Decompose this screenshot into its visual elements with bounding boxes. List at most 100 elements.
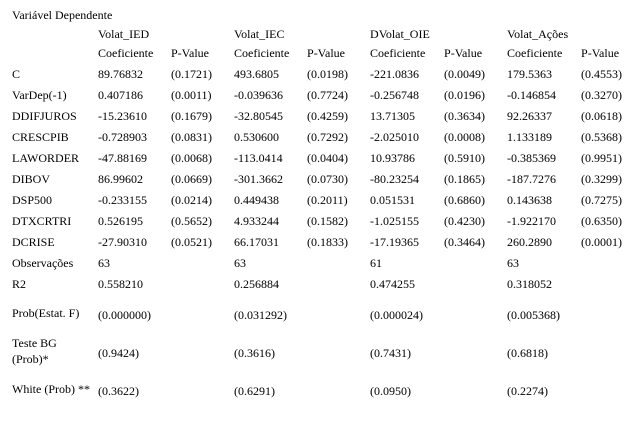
row-label: LAWORDER [12, 150, 80, 165]
coef-cell: -47.88169 [98, 150, 147, 165]
row-label: DDIFJUROS [12, 108, 77, 123]
stat-value: 0.558210 [98, 276, 143, 291]
stat-value: (0.9424) [98, 346, 139, 360]
stat-value: 63 [507, 255, 520, 270]
stat-value: (0.031292) [234, 308, 288, 322]
coef-cell: 13.71305 [370, 108, 416, 123]
pvalue-cell: (0.5652) [171, 213, 212, 228]
coef-cell: -113.0414 [234, 150, 283, 165]
coef-cell: 0.051531 [370, 192, 416, 207]
row-label: DIBOV [12, 171, 50, 186]
coef-cell: 10.93786 [370, 150, 416, 165]
coef-cell: -0.385369 [507, 150, 557, 165]
subheader-row: Coeficiente P-Value Coeficiente P-Value … [9, 43, 639, 63]
table-row: DTXCRTRI 0.526195 (0.5652) 4.933244 (0.1… [9, 210, 639, 231]
stat-value: 63 [98, 255, 110, 270]
coef-cell: 86.99602 [98, 171, 143, 186]
coef-cell: -1.025155 [370, 213, 420, 228]
coef-cell: 4.933244 [234, 213, 280, 228]
subheader-coef: Coeficiente [234, 46, 290, 60]
pvalue-cell: (0.4230) [444, 213, 486, 228]
coef-cell: 0.526195 [98, 213, 143, 228]
pvalue-cell: (0.9951) [581, 150, 623, 165]
model-name-dvolat-oie: DVolat_OIE [370, 27, 430, 41]
stat-value: (0.6291) [234, 384, 276, 398]
coef-cell: -0.233155 [98, 192, 147, 207]
subheader-coef: Coeficiente [370, 46, 426, 60]
model-name-volat-ied: Volat_IED [98, 27, 150, 41]
coef-cell: -0.256748 [370, 87, 420, 102]
stat-row-r2: R2 0.558210 0.256884 0.474255 0.318052 [9, 273, 639, 294]
pvalue-cell: (0.7292) [307, 129, 349, 144]
pvalue-cell: (0.4259) [307, 108, 349, 123]
subheader-pvalue: P-Value [581, 46, 620, 60]
model-name-volat-acoes: Volat_Ações [507, 27, 569, 41]
stat-value: 0.256884 [234, 276, 280, 291]
coef-cell: -27.90310 [98, 234, 147, 249]
table-row: VarDep(-1) 0.407186 (0.0011) -0.039636 (… [9, 84, 639, 105]
row-label: C [12, 66, 21, 81]
model-header-row: Volat_IED Volat_IEC DVolat_OIE Volat_Açõ… [9, 25, 639, 43]
stat-value: 61 [370, 255, 383, 270]
coef-cell: -2.025010 [370, 129, 420, 144]
table-row: DSP500 -0.233155 (0.0214) 0.449438 (0.20… [9, 189, 639, 210]
stat-label: Prob(Estat. F) [12, 306, 80, 320]
stat-label: R2 [12, 276, 27, 291]
coef-cell: 66.17031 [234, 234, 280, 249]
pvalue-cell: (0.3270) [581, 87, 623, 102]
pvalue-cell: (0.0669) [171, 171, 212, 186]
coef-cell: -187.7276 [507, 171, 557, 186]
subheader-pvalue: P-Value [444, 46, 483, 60]
table-row: DCRISE -27.90310 (0.0521) 66.17031 (0.18… [9, 231, 639, 252]
table-row: DDIFJUROS -15.23610 (0.1679) -32.80545 (… [9, 105, 639, 126]
coef-cell: 0.530600 [234, 129, 280, 144]
stat-row-white: White (Prob) ** (0.3622) (0.6291) (0.095… [9, 370, 639, 408]
coef-cell: -0.146854 [507, 87, 557, 102]
stat-value: (0.000000) [98, 308, 151, 322]
pvalue-cell: (0.3299) [581, 171, 623, 186]
coef-cell: -80.23254 [370, 171, 420, 186]
stat-value: 0.474255 [370, 276, 416, 291]
pvalue-cell: (0.0008) [444, 129, 486, 144]
pvalue-cell: (0.4553) [581, 66, 623, 81]
pvalue-cell: (0.1582) [307, 213, 349, 228]
stat-value: 63 [234, 255, 247, 270]
model-name-volat-iec: Volat_IEC [234, 27, 285, 41]
pvalue-cell: (0.0618) [581, 108, 623, 123]
stat-label: Observações [12, 255, 74, 270]
pvalue-cell: (0.3634) [444, 108, 486, 123]
coef-cell: 0.407186 [98, 87, 143, 102]
row-label: DCRISE [12, 234, 55, 249]
stat-value: (0.7431) [370, 346, 412, 360]
coef-cell: -15.23610 [98, 108, 147, 123]
coef-cell: 493.6805 [234, 66, 280, 81]
subheader-coef: Coeficiente [507, 46, 563, 60]
coef-cell: 179.5363 [507, 66, 553, 81]
stat-value: (0.005368) [507, 308, 561, 322]
row-label: DTXCRTRI [12, 213, 72, 228]
table-row: CRESCPIB -0.728903 (0.0831) 0.530600 (0.… [9, 126, 639, 147]
coef-cell: -301.3662 [234, 171, 284, 186]
coef-cell: 92.26337 [507, 108, 553, 123]
stat-row-observations: Observações 63 63 61 63 [9, 252, 639, 273]
coef-cell: -0.039636 [234, 87, 284, 102]
coef-cell: -221.0836 [370, 66, 420, 81]
pvalue-cell: (0.0068) [171, 150, 212, 165]
stat-label: Teste BG (Prob)* [12, 336, 57, 366]
pvalue-cell: (0.0214) [171, 192, 212, 207]
coef-cell: 0.143638 [507, 192, 553, 207]
pvalue-cell: (0.7275) [581, 192, 623, 207]
stat-label: White (Prob) ** [12, 382, 90, 396]
pvalue-cell: (0.0404) [307, 150, 349, 165]
stat-value: 0.318052 [507, 276, 553, 291]
header-blank [9, 43, 95, 63]
coef-cell: -0.728903 [98, 129, 147, 144]
pvalue-cell: (0.0001) [581, 234, 623, 249]
pvalue-cell: (0.1721) [171, 66, 212, 81]
pvalue-cell: (0.0730) [307, 171, 349, 186]
stat-row-bg-test: Teste BG (Prob)* (0.9424) (0.3616) (0.74… [9, 332, 639, 370]
table-row: C 89.76832 (0.1721) 493.6805 (0.0198) -2… [9, 63, 639, 84]
pvalue-cell: (0.5910) [444, 150, 486, 165]
stat-value: (0.2274) [507, 384, 549, 398]
